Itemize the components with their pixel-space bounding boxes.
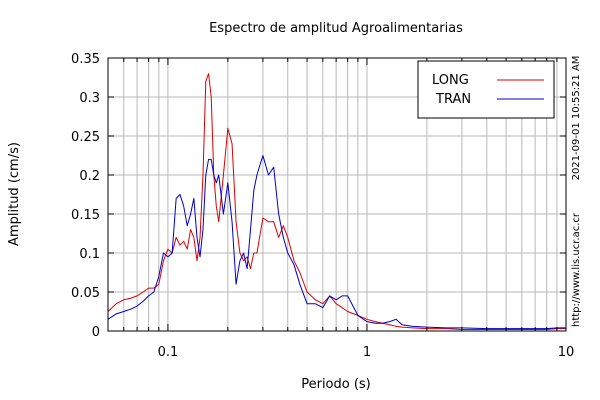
- y-tick-label: 0.35: [71, 52, 100, 67]
- series-line-long: [107, 73, 566, 330]
- timestamp-text: 2021-09-01 10:55:21 AM: [571, 56, 582, 181]
- y-tick-label: 0.25: [71, 130, 100, 145]
- y-tick-label: 0.3: [79, 91, 100, 106]
- x-tick-label: 10: [558, 345, 575, 360]
- series-line-tran: [107, 155, 566, 330]
- x-tick-label: 1: [363, 345, 371, 360]
- axis-ticks: 0 0.05 0.1 0.15 0.2 0.25 0.3 0.35 0.1 1 10: [71, 52, 574, 360]
- y-tick-label: 0.2: [79, 169, 100, 184]
- series-layer: [107, 73, 566, 330]
- x-axis-label: Periodo (s): [301, 377, 371, 392]
- x-tick-label: 0.1: [158, 345, 179, 360]
- y-tick-label: 0.15: [71, 208, 100, 223]
- legend-box: [417, 60, 555, 119]
- legend-label-long: LONG: [432, 73, 469, 88]
- y-tick-label: 0.05: [71, 286, 100, 301]
- legend-label-tran: TRAN: [435, 92, 471, 107]
- legend: LONG TRAN: [417, 60, 555, 119]
- plot-frame: [107, 57, 567, 332]
- y-tick-label: 0: [92, 325, 100, 340]
- chart-title: Espectro de amplitud Agroalimentarias: [209, 21, 463, 36]
- grid-lines: [107, 57, 567, 332]
- y-tick-label: 0.1: [79, 247, 100, 262]
- source-url-text: http://www.lis.ucr.ac.cr: [571, 212, 582, 327]
- y-axis-label: Amplitud (cm/s): [7, 142, 22, 246]
